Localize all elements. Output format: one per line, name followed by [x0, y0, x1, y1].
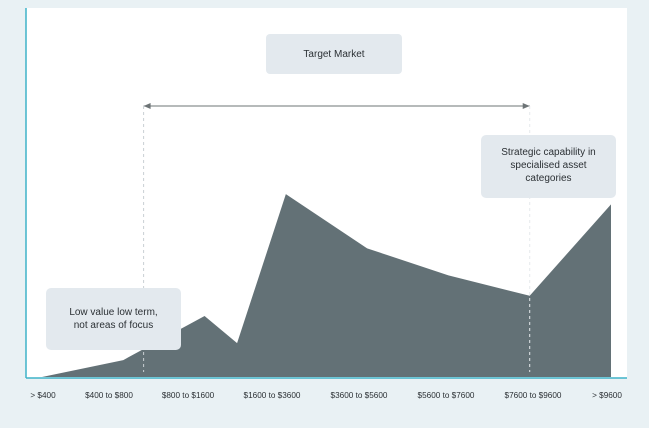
callout-strategic: Strategic capability in specialised asset…	[481, 135, 616, 198]
x-tick-label: $800 to $1600	[162, 391, 215, 400]
range-arrow-right	[522, 103, 530, 109]
callout-text-line: specialised asset	[510, 160, 586, 171]
callout-box	[46, 288, 181, 350]
target-market-label: Target Market	[266, 34, 402, 74]
range-arrow-left	[143, 103, 151, 109]
callout-text-line: not areas of focus	[74, 320, 154, 331]
callout-text-line: Low value low term,	[69, 307, 157, 318]
callout-box	[481, 135, 616, 198]
x-tick-label: $5600 to $7600	[418, 391, 475, 400]
callout-low-value: Low value low term, not areas of focus	[46, 288, 181, 350]
x-tick-label: > $400	[30, 391, 56, 400]
x-tick-label: $3600 to $5600	[331, 391, 388, 400]
series-area	[42, 194, 611, 377]
callout-text-line: categories	[525, 173, 571, 184]
x-tick-label: $1600 to $3600	[244, 391, 301, 400]
callout-text-line: Strategic capability in	[501, 147, 596, 158]
x-tick-labels: > $400 $400 to $800 $800 to $1600 $1600 to …	[30, 391, 622, 400]
x-tick-label: > $9600	[592, 391, 622, 400]
callouts: Low value low term, not areas of focus Str…	[46, 135, 616, 350]
target-market-text: Target Market	[303, 49, 364, 60]
x-tick-label: $400 to $800	[85, 391, 133, 400]
x-tick-label: $7600 to $9600	[505, 391, 562, 400]
